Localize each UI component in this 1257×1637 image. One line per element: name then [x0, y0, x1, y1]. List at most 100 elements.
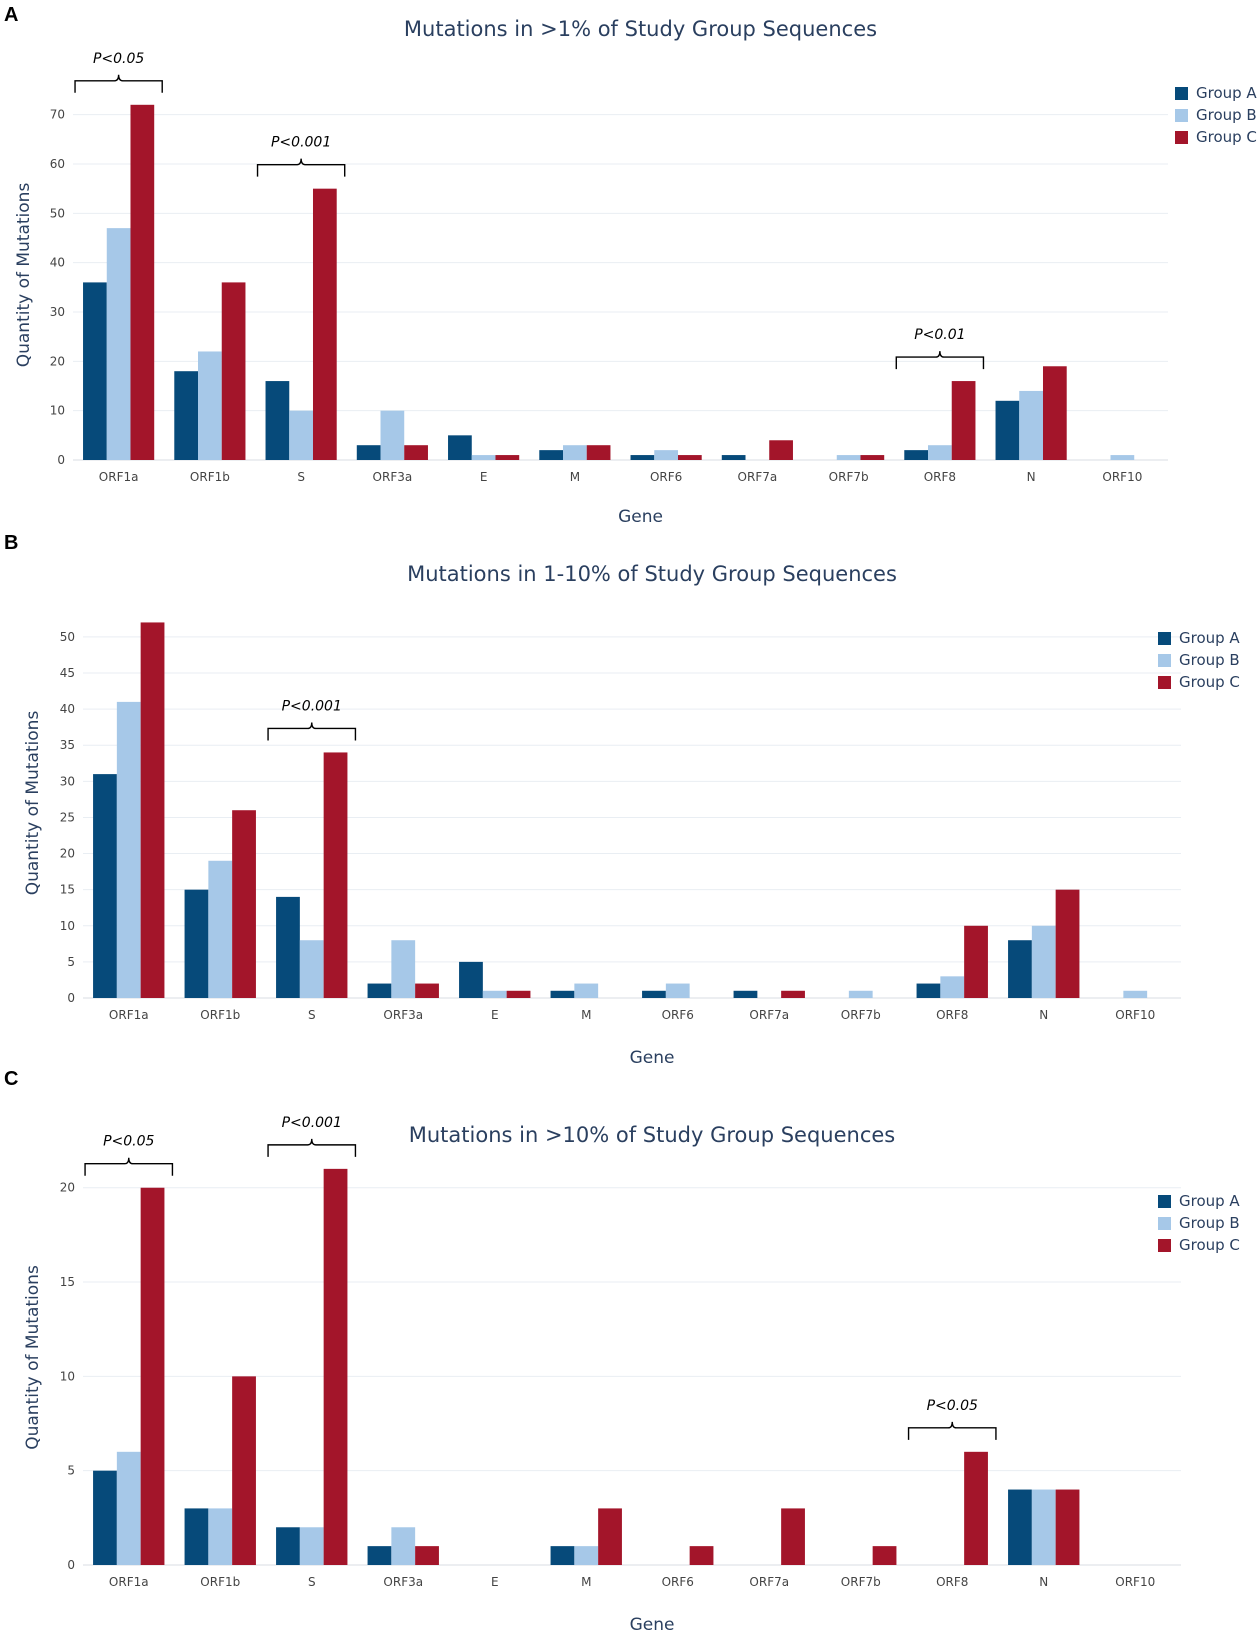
bar-group-a-orf6: [630, 455, 655, 460]
bar-group-a-orf6: [642, 990, 666, 998]
panel-label-c: C: [4, 1068, 19, 1090]
bar-group-a-orf3a: [367, 983, 392, 998]
x-tick-label: ORF3a: [383, 1575, 423, 1589]
x-tick-label: ORF1b: [200, 1008, 240, 1022]
legend-swatch: [1158, 632, 1171, 645]
legend-swatch: [1158, 1195, 1171, 1208]
p-value-label: P<0.05: [927, 1398, 978, 1414]
bar-group-a-m: [550, 1546, 575, 1565]
bar-group-b-orf3a: [380, 410, 405, 460]
p-value-label: P<0.001: [282, 1115, 342, 1131]
bar-group-b-orf3a: [391, 940, 416, 998]
y-tick-label: 40: [50, 256, 65, 270]
legend-swatch: [1175, 87, 1188, 100]
chart-panel-0: 0 10 20 30 40 50 60 70 ORF1a ORF1b S ORF3a E M ORF6 ORF…: [14, 17, 1257, 527]
bar-group-c-orf1b: [221, 282, 246, 460]
x-tick-label: ORF6: [650, 470, 682, 484]
bar-group-a-n: [1008, 1489, 1032, 1565]
bar-group-c-orf7a: [781, 1508, 805, 1565]
y-axis-title: Quantity of Mutations: [23, 1265, 43, 1450]
y-tick-label: 40: [60, 702, 75, 716]
bar-group-c-s: [323, 1168, 348, 1565]
bar-group-c-orf7b: [860, 455, 885, 460]
significance-bracket: [84, 1157, 174, 1176]
significance-bracket: [907, 1421, 997, 1440]
legend-label: Group C: [1179, 1236, 1240, 1254]
bar-group-c-orf1a: [140, 622, 165, 998]
bar-group-a-orf8: [904, 450, 929, 460]
bar-group-c-orf7a: [781, 990, 805, 998]
bar-group-b-orf1b: [208, 860, 233, 998]
x-axis-title: Gene: [618, 507, 663, 527]
bar-group-b-orf6: [654, 450, 678, 460]
bar-group-a-e: [459, 961, 483, 998]
significance-bracket: [267, 1138, 357, 1157]
x-tick-label: N: [1027, 470, 1036, 484]
y-tick-label: 45: [60, 666, 75, 680]
x-axis-title: Gene: [630, 1048, 675, 1068]
bar-group-b-orf3a: [391, 1527, 416, 1565]
y-tick-label: 30: [60, 774, 75, 788]
bar-group-b-n: [1019, 390, 1043, 460]
bar-group-a-e: [448, 435, 472, 460]
y-tick-label: 0: [57, 453, 65, 467]
bar-group-b-m: [574, 983, 599, 998]
legend-label: Group B: [1179, 1214, 1240, 1232]
bar-group-c-orf7b: [872, 1546, 897, 1565]
chart-panel-2: 0 5 10 15 20 ORF1a ORF1b S ORF3a E M ORF6 ORF7a ORF7b…: [23, 1115, 1240, 1635]
x-tick-label: ORF7a: [749, 1008, 789, 1022]
bar-group-c-orf1b: [232, 1376, 256, 1565]
p-value-label: P<0.01: [914, 327, 965, 343]
bar-group-c-orf3a: [404, 445, 428, 460]
y-tick-label: 5: [67, 1464, 75, 1478]
bar-group-a-s: [276, 1527, 300, 1565]
y-axis-title: Quantity of Mutations: [23, 711, 43, 896]
bar-group-c-n: [1042, 366, 1067, 460]
y-tick-label: 15: [60, 883, 75, 897]
bar-group-b-orf1a: [116, 1451, 141, 1565]
bar-group-c-e: [506, 990, 531, 998]
bar-group-a-n: [995, 400, 1020, 460]
legend-label: Group C: [1179, 673, 1240, 691]
bar-group-a-orf7a: [721, 455, 746, 460]
bar-group-b-n: [1031, 925, 1056, 998]
bar-group-b-orf10: [1110, 455, 1135, 460]
x-tick-label: ORF7b: [841, 1575, 881, 1589]
bar-group-b-e: [471, 455, 496, 460]
p-value-label: P<0.05: [93, 51, 144, 67]
y-tick-label: 25: [60, 810, 75, 824]
bar-group-c-orf6: [689, 1546, 714, 1565]
bar-group-c-m: [586, 445, 611, 460]
chart-title: Mutations in >10% of Study Group Sequenc…: [409, 1123, 896, 1147]
legend-label: Group B: [1179, 651, 1240, 669]
x-tick-label: N: [1039, 1575, 1048, 1589]
x-axis-title: Gene: [630, 1615, 675, 1635]
x-tick-label: ORF7b: [841, 1008, 881, 1022]
legend-swatch: [1158, 654, 1171, 667]
bar-group-c-orf1a: [140, 1187, 165, 1565]
bar-group-c-n: [1055, 889, 1080, 998]
bar-group-b-s: [299, 940, 324, 998]
bar-group-b-orf1b: [198, 351, 222, 460]
legend-label: Group B: [1196, 106, 1257, 124]
x-tick-label: E: [491, 1575, 499, 1589]
bar-group-a-orf1a: [93, 1470, 117, 1565]
y-tick-label: 50: [50, 206, 65, 220]
bar-group-c-orf8: [964, 1451, 988, 1565]
legend-label: Group A: [1179, 1192, 1240, 1210]
bar-group-c-s: [312, 188, 337, 460]
x-tick-label: ORF1b: [190, 470, 230, 484]
x-tick-label: ORF6: [662, 1008, 694, 1022]
y-tick-label: 0: [67, 1558, 75, 1572]
y-tick-label: 20: [60, 1181, 75, 1195]
p-value-label: P<0.001: [271, 135, 331, 151]
y-tick-label: 10: [60, 1369, 75, 1383]
bar-group-b-orf10: [1123, 990, 1148, 998]
bar-group-b-orf1a: [106, 228, 131, 460]
x-tick-label: ORF7a: [738, 470, 778, 484]
x-tick-label: ORF7b: [829, 470, 869, 484]
y-tick-label: 20: [50, 354, 65, 368]
x-tick-label: ORF3a: [373, 470, 413, 484]
bar-group-c-orf8: [964, 925, 988, 998]
legend-swatch: [1175, 109, 1188, 122]
